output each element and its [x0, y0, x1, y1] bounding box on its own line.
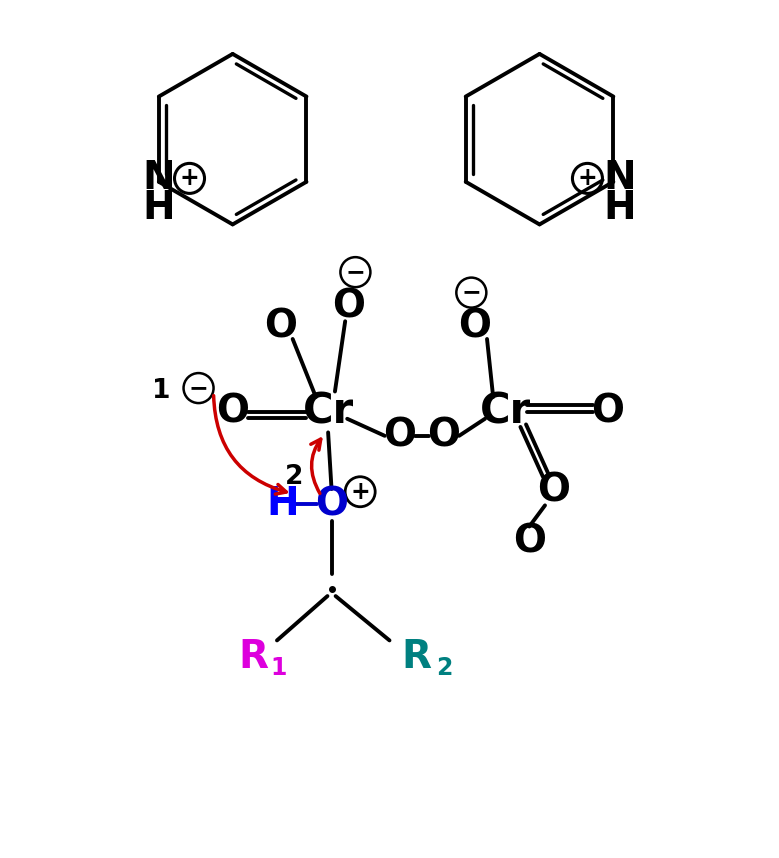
Text: O: O [458, 308, 492, 346]
Text: O: O [216, 393, 249, 431]
Text: +: + [180, 166, 199, 190]
Text: 2: 2 [436, 656, 453, 680]
Text: −: − [346, 260, 365, 284]
Text: O: O [315, 485, 348, 523]
Text: O: O [537, 471, 569, 510]
Text: +: + [577, 166, 597, 190]
Text: Cr: Cr [480, 391, 531, 433]
Text: O: O [332, 287, 365, 325]
Text: O: O [428, 417, 460, 455]
Text: +: + [351, 480, 370, 504]
Text: H: H [604, 189, 636, 227]
Text: O: O [383, 417, 416, 455]
Text: Cr: Cr [302, 391, 354, 433]
Text: O: O [591, 393, 624, 431]
Text: R: R [402, 638, 432, 676]
Text: 2: 2 [285, 463, 303, 490]
Text: N: N [604, 160, 636, 197]
Text: O: O [513, 523, 546, 560]
Text: 1: 1 [152, 378, 171, 404]
Text: H: H [266, 485, 298, 523]
Text: 1: 1 [271, 656, 287, 680]
Text: H: H [143, 189, 175, 227]
Text: −: − [461, 281, 481, 305]
Text: O: O [264, 308, 297, 346]
Text: N: N [143, 160, 175, 197]
Text: R: R [238, 638, 268, 676]
Text: −: − [189, 376, 209, 400]
